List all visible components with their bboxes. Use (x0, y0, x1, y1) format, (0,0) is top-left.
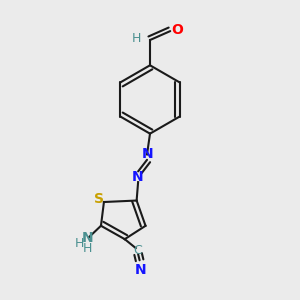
Text: H: H (75, 237, 84, 250)
Text: N: N (82, 231, 93, 245)
Text: C: C (134, 244, 142, 257)
Text: H: H (132, 32, 141, 45)
Text: H: H (82, 242, 92, 255)
Text: S: S (94, 192, 103, 206)
Text: N: N (142, 148, 153, 161)
Text: O: O (171, 22, 183, 37)
Text: N: N (134, 263, 146, 277)
Text: N: N (132, 170, 143, 184)
